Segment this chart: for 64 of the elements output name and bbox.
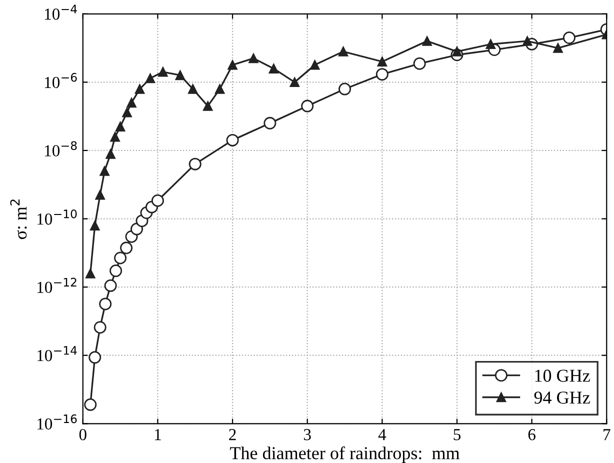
- point: [126, 98, 136, 108]
- point: [553, 43, 563, 53]
- point: [310, 60, 320, 70]
- point: [106, 149, 116, 159]
- x-tick-label: 2: [229, 429, 236, 440]
- point: [376, 68, 388, 81]
- point: [158, 67, 168, 77]
- point: [301, 100, 314, 112]
- point: [122, 108, 132, 118]
- y-tick-label: 10$^{−4}$: [44, 4, 77, 20]
- point: [110, 264, 122, 278]
- point: [95, 190, 105, 200]
- point: [175, 70, 186, 80]
- x-tick-label: 1: [155, 429, 161, 440]
- point: [120, 242, 133, 254]
- point: [264, 116, 276, 130]
- point: [562, 32, 576, 44]
- point: [114, 252, 127, 264]
- x-tick-label: 5: [454, 429, 461, 440]
- point: [214, 84, 225, 94]
- y-tick-label: 10$^{−14}$: [37, 346, 77, 362]
- y-tick-label: 10$^{−6}$: [44, 72, 77, 88]
- legend-label: 10 GHz: [535, 370, 590, 382]
- point: [486, 39, 496, 50]
- point: [188, 84, 198, 94]
- x-tick-label: 4: [378, 429, 386, 440]
- point: [338, 82, 352, 96]
- point: [100, 166, 110, 176]
- x-tick-label: 0: [79, 428, 86, 440]
- y-tick-label: 10$^{−8}$: [44, 141, 77, 156]
- y-axis-title: σ: m$^{2}$: [10, 200, 27, 240]
- y-tick-label: 10$^{−16}$: [37, 414, 77, 430]
- point: [104, 279, 117, 292]
- x-axis-title: The diameter of raindrops: mm: [230, 446, 460, 463]
- point: [145, 73, 156, 84]
- point: [115, 122, 126, 132]
- point: [338, 46, 348, 56]
- point: [248, 53, 258, 64]
- point: [202, 101, 213, 111]
- point: [94, 321, 106, 334]
- y-tick-label: 10$^{−10}$: [37, 209, 77, 225]
- point: [226, 134, 239, 146]
- point: [522, 36, 532, 46]
- x-tick-label: 7: [604, 429, 610, 440]
- point: [422, 36, 432, 46]
- point: [110, 132, 120, 142]
- point: [86, 268, 96, 278]
- point: [413, 57, 426, 70]
- x-tick-label: 3: [304, 429, 311, 440]
- x-tick-label: 6: [528, 429, 536, 440]
- point: [90, 220, 100, 230]
- point: [151, 194, 164, 207]
- y-tick-label: 10$^{−12}$: [37, 278, 76, 293]
- point: [268, 64, 279, 74]
- point: [188, 158, 202, 170]
- point: [134, 84, 145, 94]
- point: [452, 46, 462, 56]
- point: [84, 398, 97, 411]
- point: [99, 298, 112, 310]
- point: [290, 77, 300, 88]
- point: [377, 56, 388, 66]
- legend-label: 94 GHz: [534, 392, 590, 404]
- point: [88, 351, 102, 364]
- point: [228, 60, 238, 70]
